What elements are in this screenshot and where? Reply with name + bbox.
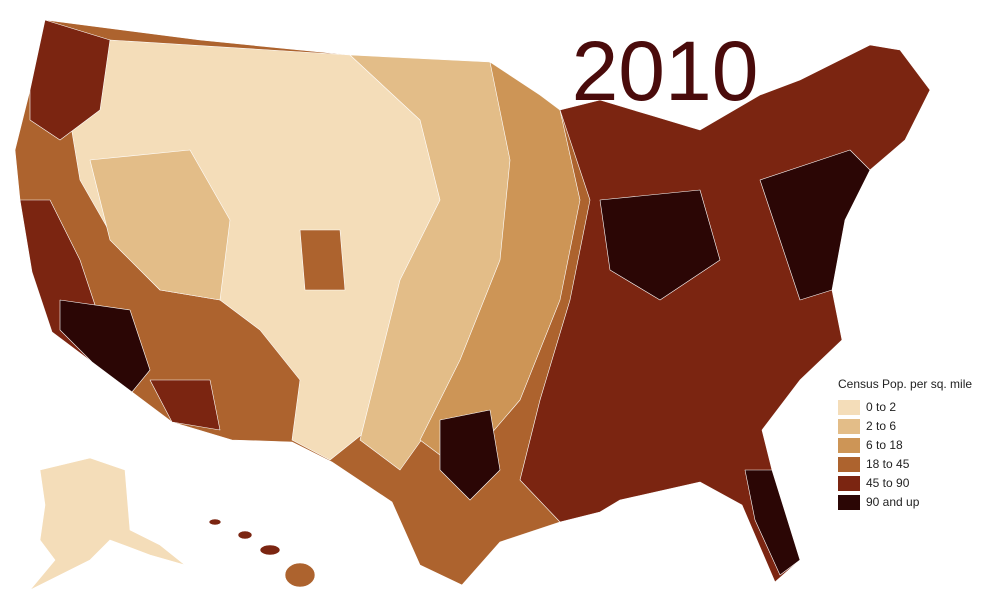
legend-label: 0 to 2 (866, 400, 896, 414)
alaska (29, 457, 186, 591)
hawaii-oahu (237, 530, 253, 540)
legend-swatch (838, 419, 860, 434)
region-texas-east (439, 409, 501, 501)
legend-swatch (838, 495, 860, 510)
legend-label: 90 and up (866, 495, 920, 509)
region-southern-california (59, 299, 151, 393)
hawaii-maui (259, 544, 281, 556)
region-northeast-corridor (759, 149, 871, 301)
hawaii-big-island (284, 562, 316, 588)
legend-swatch (838, 476, 860, 491)
region-great-basin (89, 149, 231, 301)
legend-label: 45 to 90 (866, 476, 910, 490)
map-title: 2010 (572, 24, 759, 118)
legend-title: Census Pop. per sq. mile (838, 377, 972, 391)
hawaii-kauai (208, 518, 222, 526)
legend-swatch (838, 457, 860, 472)
region-ohio-valley (599, 189, 721, 301)
legend-swatch (838, 438, 860, 453)
region-florida (744, 469, 801, 576)
region-colorado-front (299, 229, 346, 291)
legend-label: 6 to 18 (866, 438, 903, 452)
legend-label: 18 to 45 (866, 457, 910, 471)
region-arizona (149, 379, 221, 431)
legend-swatch (838, 400, 860, 415)
region-pacific-northwest (29, 19, 111, 141)
legend-label: 2 to 6 (866, 419, 896, 433)
map-regions (14, 19, 931, 591)
legend: 0 to 2 2 to 6 6 to 18 18 to 45 45 to 90 90 an… (838, 400, 920, 510)
